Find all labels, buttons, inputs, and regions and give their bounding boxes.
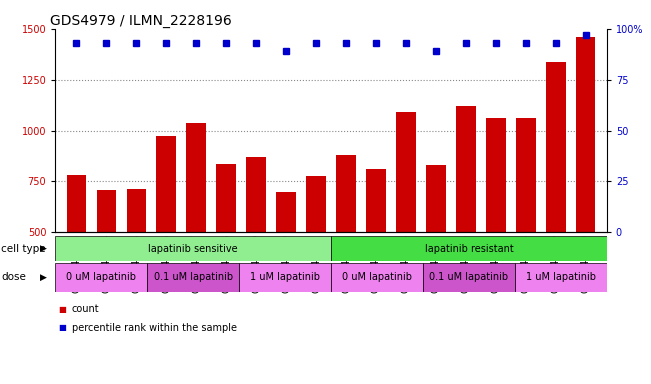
Bar — [66, 175, 86, 334]
Text: ▶: ▶ — [40, 244, 47, 253]
Bar — [55, 263, 147, 292]
Bar — [331, 263, 423, 292]
Bar — [147, 263, 239, 292]
Text: 0 uM lapatinib: 0 uM lapatinib — [66, 272, 136, 283]
Bar — [367, 169, 386, 334]
Bar — [96, 190, 116, 334]
Bar — [307, 176, 326, 334]
Text: cell type: cell type — [1, 243, 46, 254]
Text: GDS4979 / ILMN_2228196: GDS4979 / ILMN_2228196 — [50, 14, 232, 28]
Text: 0 uM lapatinib: 0 uM lapatinib — [342, 272, 412, 283]
Text: ▶: ▶ — [40, 273, 47, 282]
Bar — [546, 62, 566, 334]
Bar — [576, 37, 596, 334]
Text: 0.1 uM lapatinib: 0.1 uM lapatinib — [154, 272, 233, 283]
Bar — [276, 192, 296, 334]
Bar — [426, 165, 446, 334]
Bar — [423, 263, 515, 292]
Bar — [156, 136, 176, 334]
Bar — [239, 263, 331, 292]
Text: percentile rank within the sample: percentile rank within the sample — [72, 323, 236, 333]
Text: ■: ■ — [59, 323, 66, 332]
Bar — [126, 189, 146, 334]
Bar — [456, 106, 476, 334]
Text: 0.1 uM lapatinib: 0.1 uM lapatinib — [429, 272, 508, 283]
Text: 1 uM lapatinib: 1 uM lapatinib — [250, 272, 320, 283]
Bar — [216, 164, 236, 334]
Bar — [516, 118, 536, 334]
Text: lapatinib sensitive: lapatinib sensitive — [148, 243, 238, 254]
Bar — [186, 123, 206, 334]
Bar — [486, 118, 506, 334]
Text: dose: dose — [1, 272, 26, 283]
Bar — [515, 263, 607, 292]
Text: count: count — [72, 304, 99, 314]
Bar — [396, 112, 416, 334]
Bar — [331, 236, 607, 261]
Bar — [55, 236, 331, 261]
Text: ■: ■ — [59, 305, 66, 314]
Text: 1 uM lapatinib: 1 uM lapatinib — [526, 272, 596, 283]
Bar — [337, 155, 355, 334]
Text: lapatinib resistant: lapatinib resistant — [424, 243, 513, 254]
Bar — [246, 157, 266, 334]
